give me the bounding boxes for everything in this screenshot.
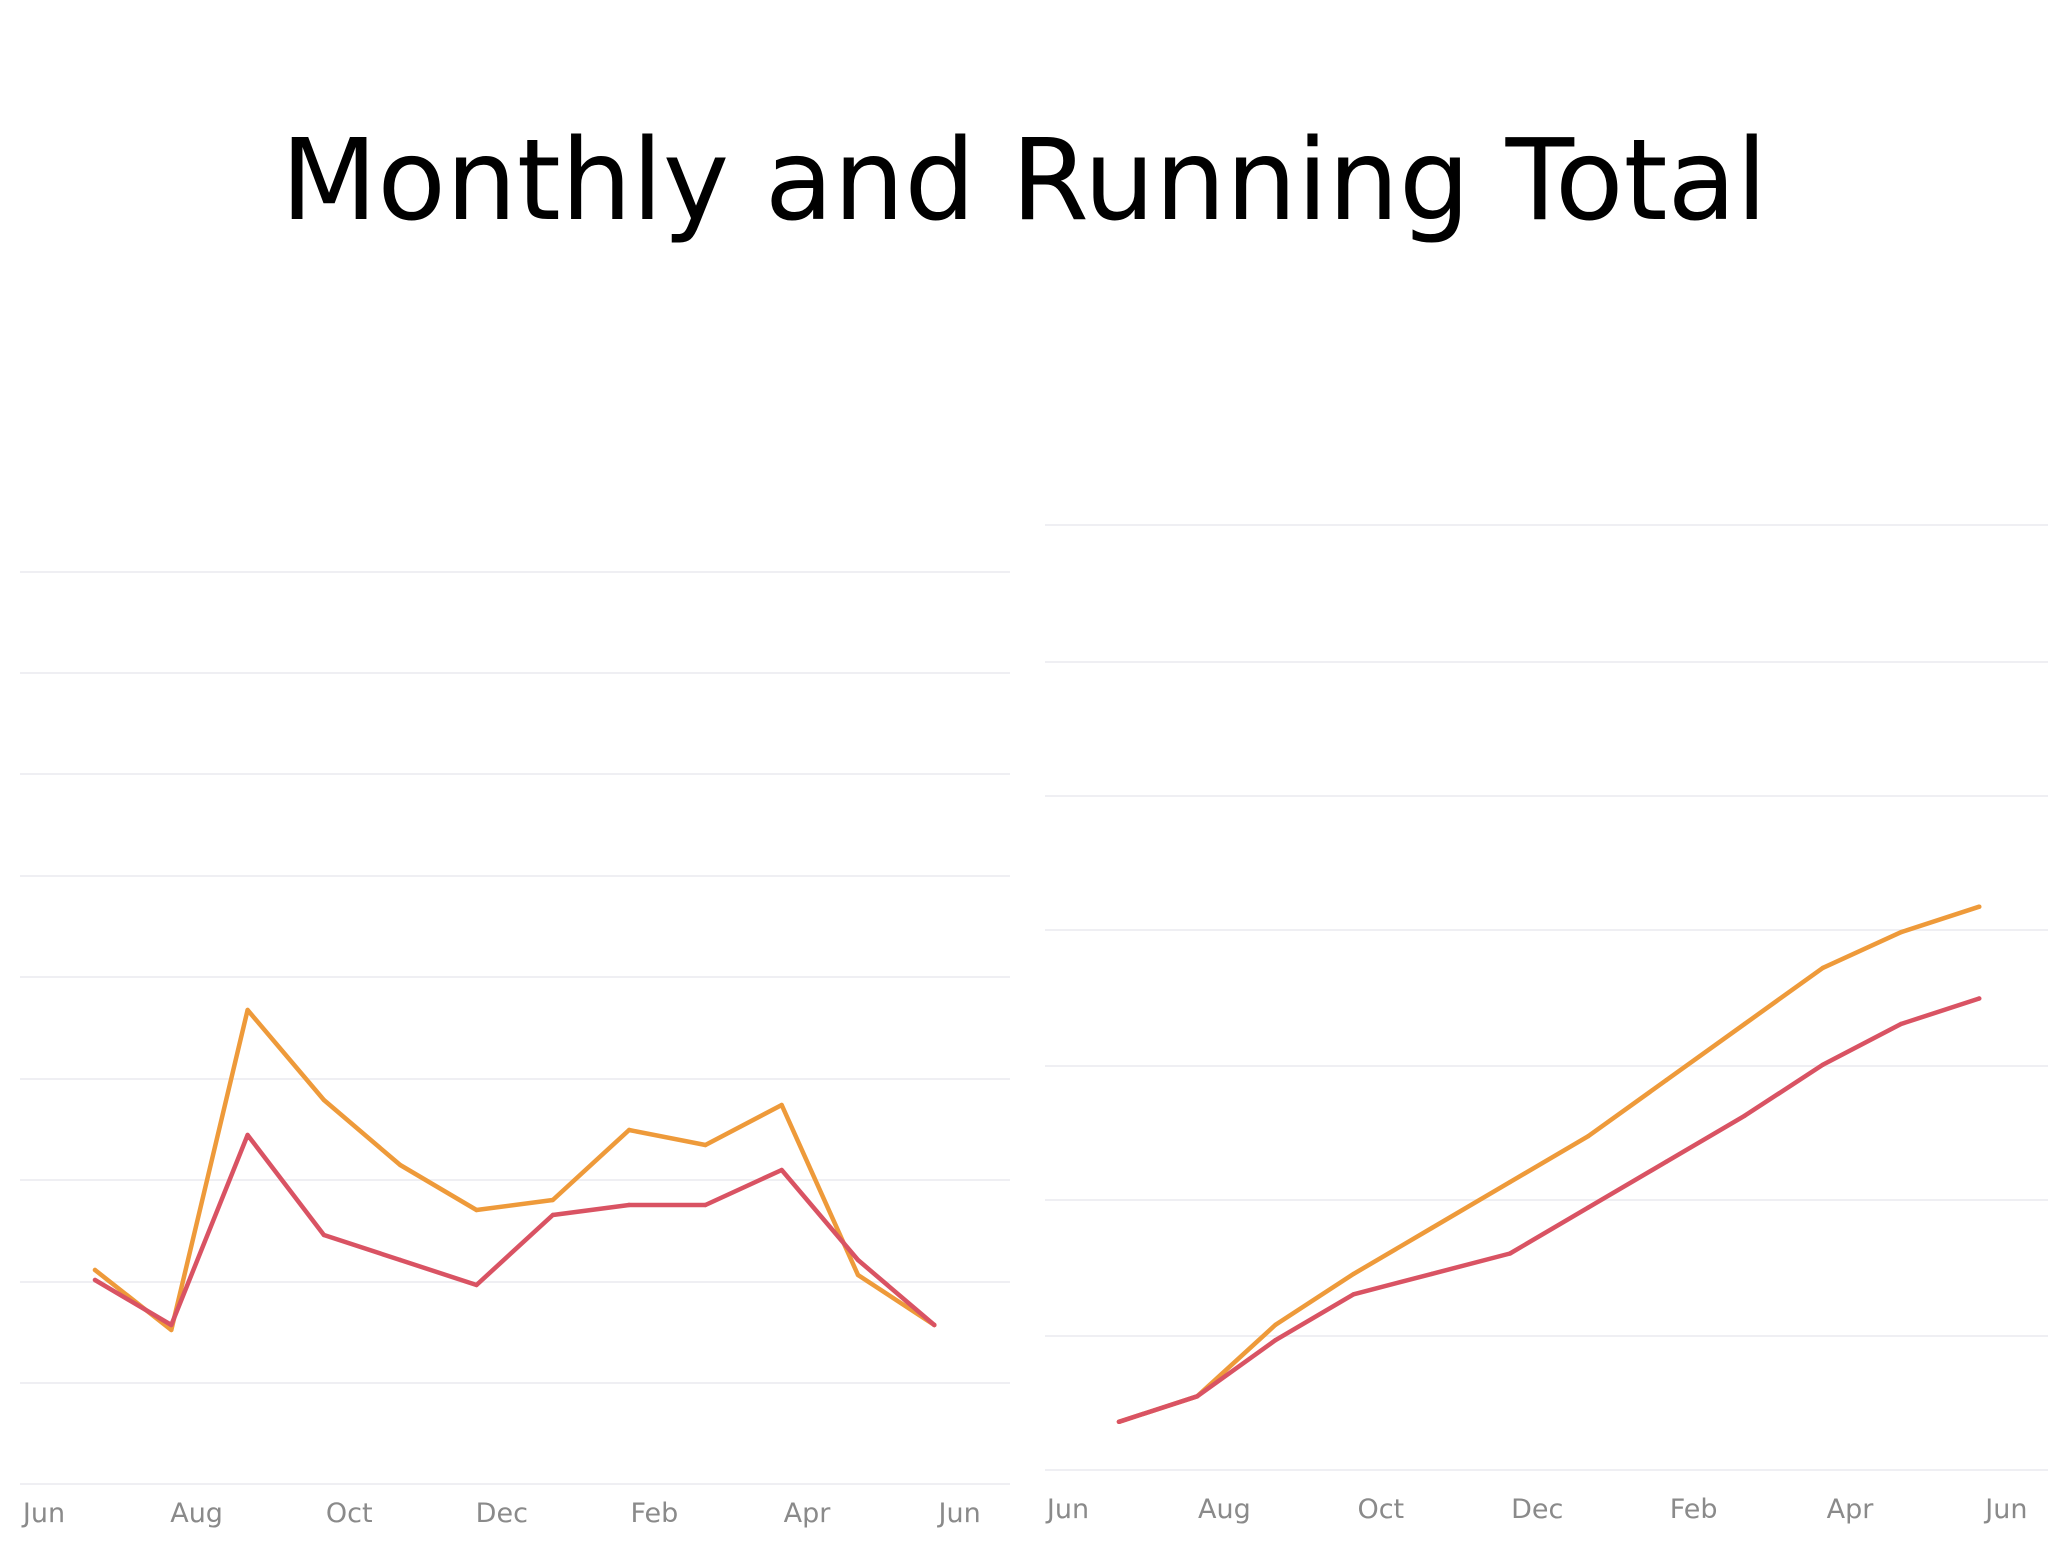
- running-x-tick-label: Apr: [1827, 1494, 1875, 1525]
- running-series-2-point: [1507, 1251, 1513, 1256]
- running-series-line-2: [1116, 996, 1982, 1425]
- running-series-1-point: [1664, 1077, 1669, 1083]
- monthly-series-2-point: [92, 1277, 98, 1283]
- running-x-tick-label: Feb: [1670, 1494, 1718, 1525]
- running-series-2-point: [1820, 1062, 1825, 1067]
- running-series-2-point: [1742, 1113, 1747, 1118]
- monthly-x-tick-label: Jun: [21, 1498, 65, 1529]
- monthly-x-tick-label: Feb: [630, 1498, 678, 1529]
- running-series-2-point: [1977, 996, 1982, 1001]
- monthly-series-1-point: [398, 1162, 403, 1168]
- monthly-series-2-point: [626, 1202, 632, 1208]
- monthly-total-chart-svg: Jun Aug Oct Dec Feb Apr Jun: [20, 571, 1010, 1529]
- running-series-1-point: [1351, 1271, 1356, 1277]
- monthly-series-2-point: [245, 1132, 250, 1138]
- monthly-series-1-point: [169, 1327, 174, 1333]
- monthly-series-1-point: [703, 1142, 708, 1148]
- monthly-series-1-point: [626, 1127, 632, 1133]
- monthly-total-chart: Jun Aug Oct Dec Feb Apr Jun: [0, 470, 1030, 1536]
- running-x-tick-label: Jun: [1983, 1494, 2027, 1525]
- monthly-series-2-point: [779, 1167, 784, 1173]
- monthly-series-2-point: [932, 1322, 937, 1328]
- running-series-1-point: [1273, 1322, 1278, 1328]
- monthly-x-tick-label: Aug: [170, 1498, 223, 1529]
- running-x-tick-label: Jun: [1045, 1494, 1089, 1525]
- monthly-series-1-point: [779, 1102, 784, 1108]
- running-x-tick-label: Aug: [1198, 1494, 1251, 1525]
- monthly-series-2-point: [550, 1212, 555, 1218]
- monthly-x-tick-label: Dec: [476, 1498, 528, 1529]
- monthly-series-2-point: [855, 1257, 861, 1263]
- running-series-1-point: [1820, 965, 1825, 971]
- monthly-series-2-point: [169, 1322, 174, 1328]
- running-series-line-1: [1116, 904, 1982, 1425]
- monthly-x-tick-label: Apr: [784, 1498, 832, 1529]
- running-series-2-point: [1898, 1021, 1904, 1027]
- monthly-series-1-point: [245, 1007, 250, 1013]
- running-series-1-point: [1977, 904, 1982, 909]
- running-series-2-point: [1586, 1205, 1591, 1210]
- monthly-x-tick-label: Jun: [937, 1498, 981, 1529]
- monthly-series-1-point: [855, 1272, 861, 1278]
- running-series-1-point: [1429, 1225, 1434, 1231]
- monthly-x-tick-label: Oct: [326, 1498, 373, 1529]
- running-total-chart: Jun Aug Oct Dec Feb Apr Jun: [1030, 470, 2048, 1536]
- running-series-2-point: [1116, 1419, 1122, 1424]
- running-series-1-point: [1507, 1179, 1513, 1185]
- running-x-tick-label: Oct: [1357, 1494, 1404, 1525]
- slide-title: Monthly and Running Total: [280, 116, 1768, 246]
- monthly-series-1-point: [92, 1267, 98, 1273]
- monthly-series-2-point: [321, 1232, 327, 1238]
- monthly-series-1-point: [321, 1097, 327, 1103]
- monthly-series-1-point: [474, 1207, 479, 1213]
- running-x-tick-label: Dec: [1511, 1494, 1563, 1525]
- monthly-series-2-point: [398, 1257, 403, 1263]
- monthly-series-1-point: [550, 1197, 555, 1203]
- running-series-1-point: [1898, 930, 1904, 935]
- running-series-1-point: [1742, 1021, 1747, 1027]
- running-series-1-point: [1586, 1134, 1591, 1139]
- running-series-2-point: [1195, 1394, 1200, 1399]
- running-total-chart-svg: Jun Aug Oct Dec Feb Apr Jun: [1045, 524, 2048, 1525]
- monthly-series-2-point: [474, 1282, 479, 1288]
- running-series-2-point: [1429, 1271, 1434, 1277]
- monthly-series-line-1: [92, 1007, 937, 1333]
- monthly-series-line-2: [92, 1132, 937, 1328]
- running-series-2-point: [1664, 1159, 1669, 1164]
- monthly-series-2-point: [703, 1202, 708, 1208]
- running-series-2-point: [1351, 1292, 1356, 1297]
- running-series-2-point: [1273, 1338, 1278, 1343]
